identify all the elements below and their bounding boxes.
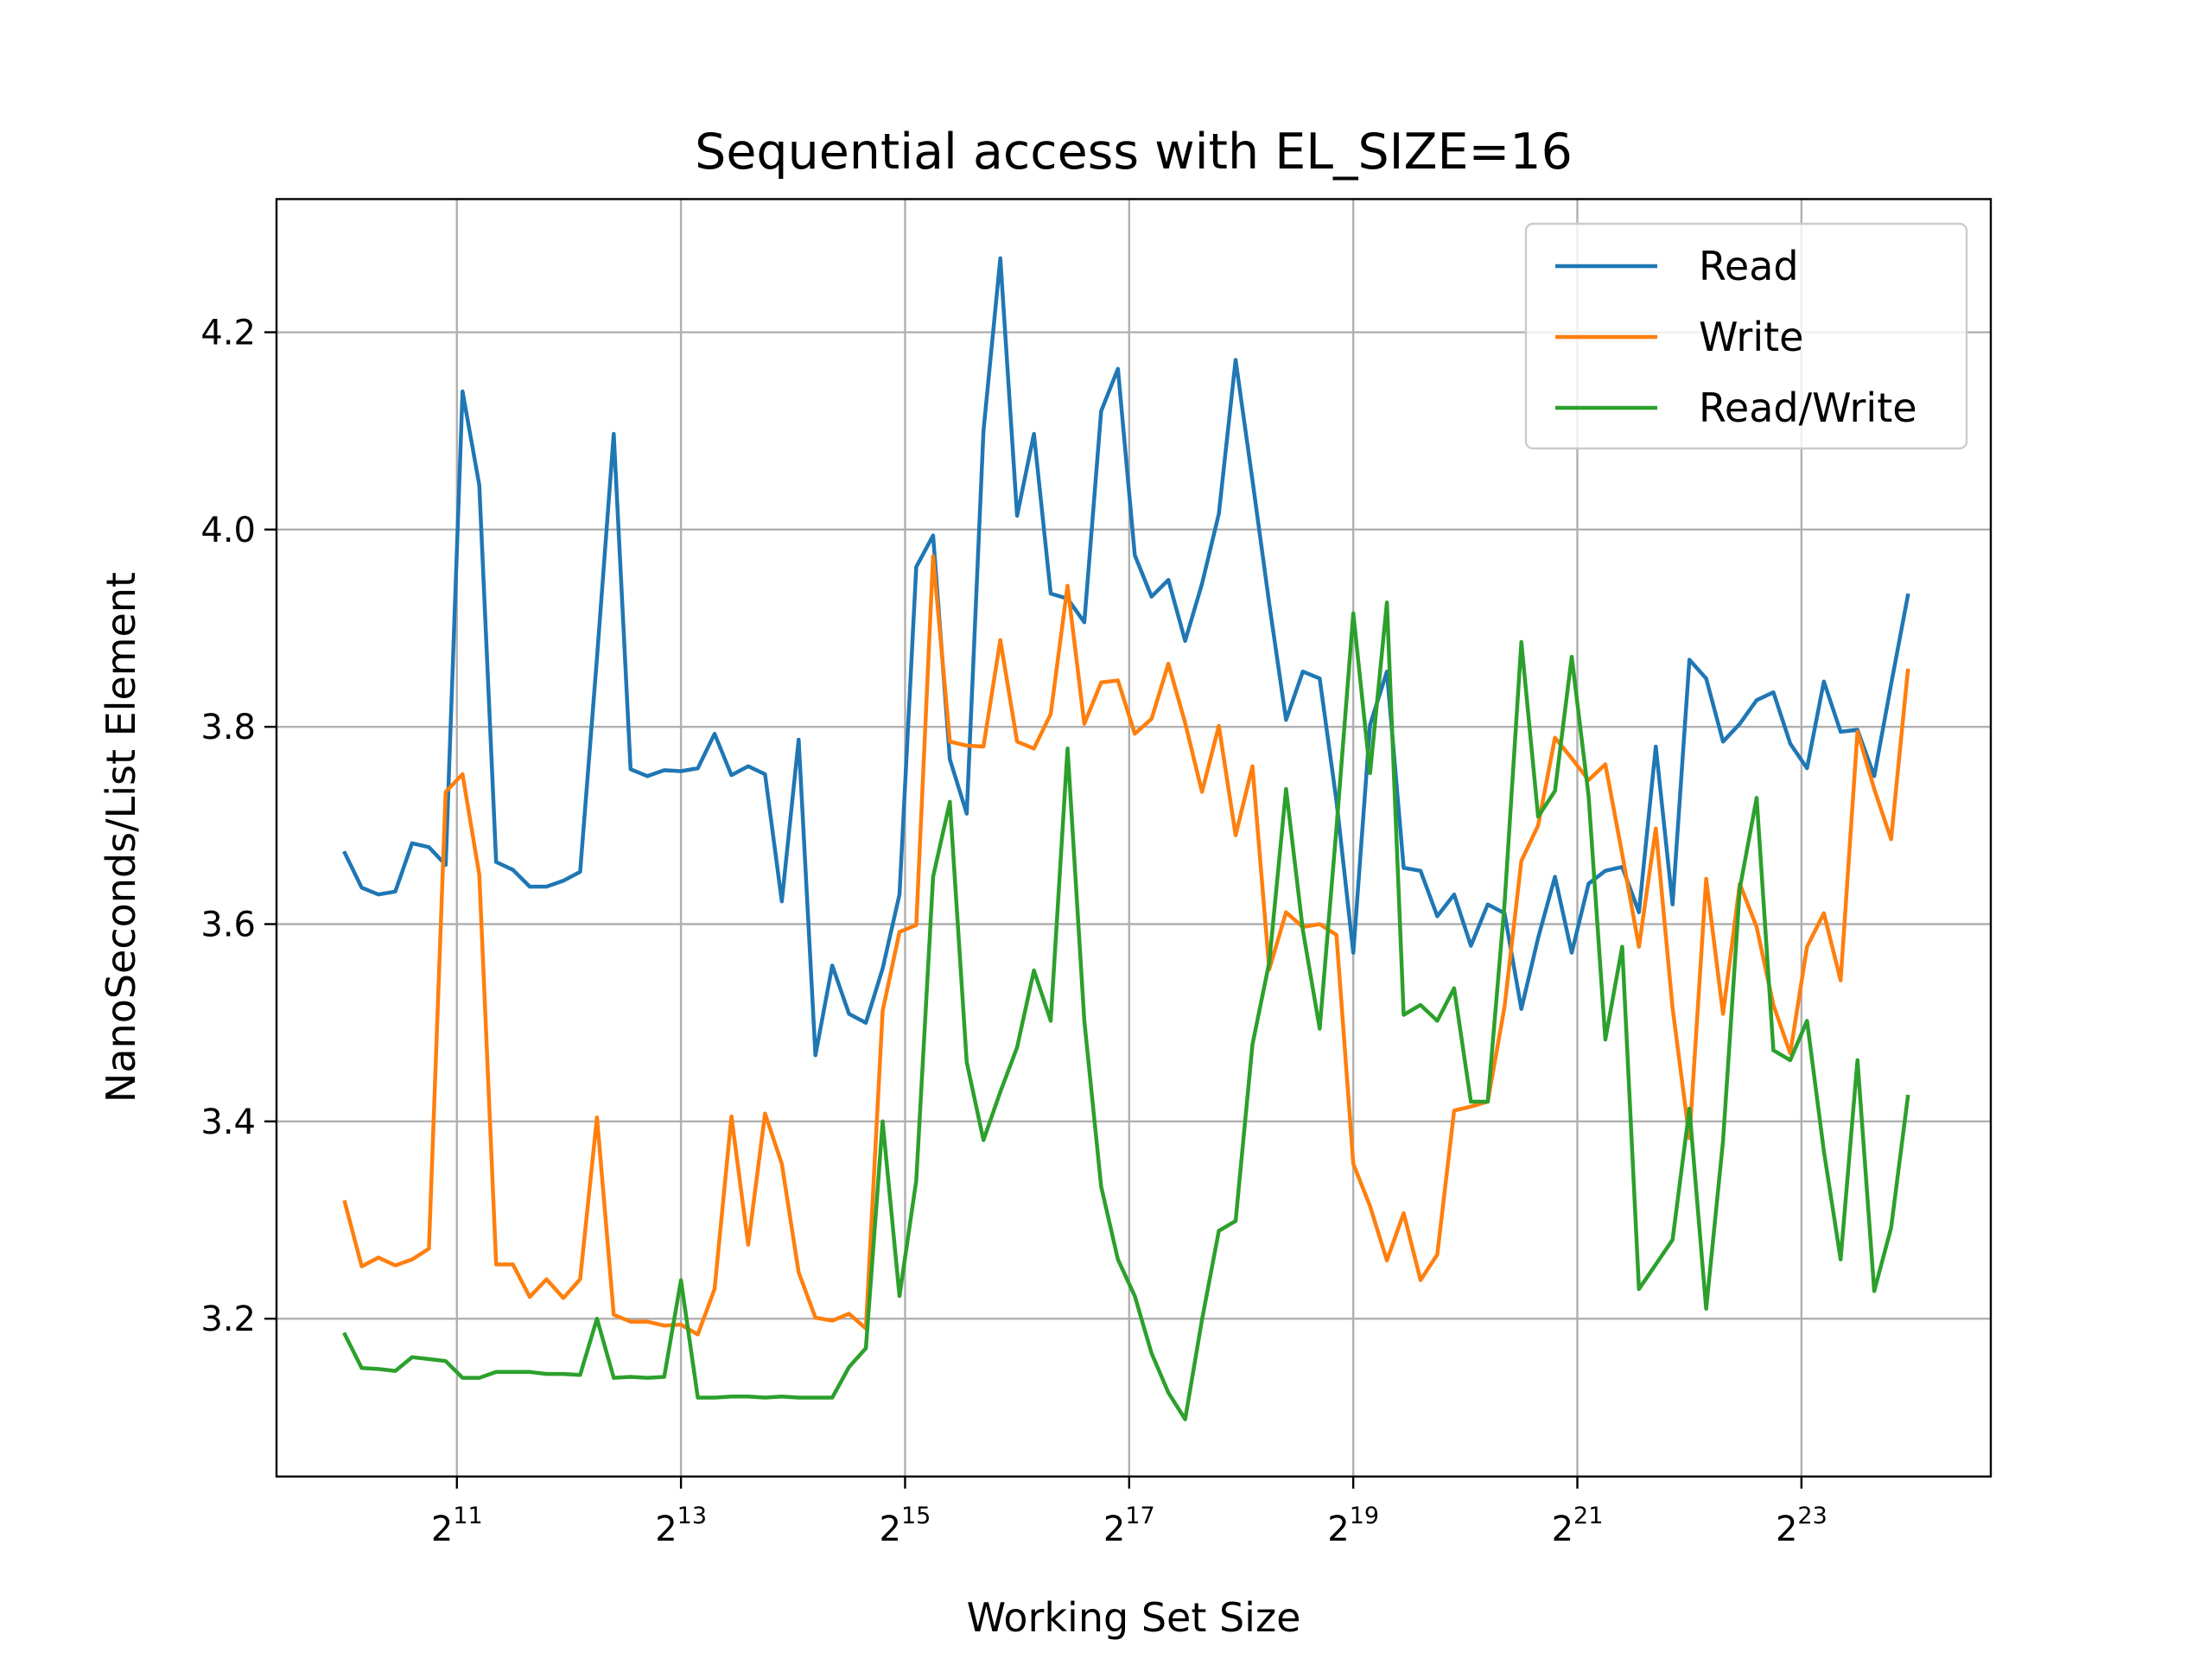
legend-entries: Read Write Read/Write — [1555, 243, 1917, 431]
y-tick-label: 3.6 — [200, 905, 256, 944]
x-axis-title: Working Set Size — [967, 1594, 1301, 1641]
x-tick-label: 217 — [1103, 1503, 1155, 1549]
x-tick-label: 219 — [1327, 1503, 1379, 1549]
legend-box — [1524, 222, 1968, 450]
x-tick-label: 213 — [655, 1503, 707, 1549]
x-tick-label: 211 — [431, 1503, 483, 1549]
x-tick-label: 223 — [1776, 1503, 1827, 1549]
legend-label-read: Read — [1699, 243, 1799, 289]
series-line-write — [342, 554, 1910, 1337]
y-tick-label: 4.0 — [200, 511, 256, 550]
x-tick-label: 215 — [880, 1503, 931, 1549]
y-tick-label: 4.2 — [200, 314, 256, 353]
legend: Read Write Read/Write — [1524, 222, 1968, 450]
x-tick-label: 221 — [1552, 1503, 1604, 1549]
chart-title: Sequential access with EL_SIZE=16 — [695, 124, 1573, 181]
legend-label-read-write: Read/Write — [1699, 385, 1917, 431]
series-layer — [342, 256, 1910, 1421]
y-axis-title: NanoSeconds/List Element — [98, 572, 144, 1103]
legend-label-write: Write — [1699, 314, 1803, 360]
series-line-read — [342, 256, 1910, 1058]
y-tick-label: 3.2 — [200, 1300, 256, 1339]
series-line-read-write — [342, 601, 1910, 1421]
plot-frame — [275, 198, 1993, 1478]
y-tick-label: 3.4 — [200, 1103, 256, 1142]
y-tick-label: 3.8 — [200, 708, 256, 747]
tick-layer: 211 213 215 217 219 221 223 3.2 3.4 3.6 3.8 4.0 4.2 — [200, 314, 1827, 1549]
